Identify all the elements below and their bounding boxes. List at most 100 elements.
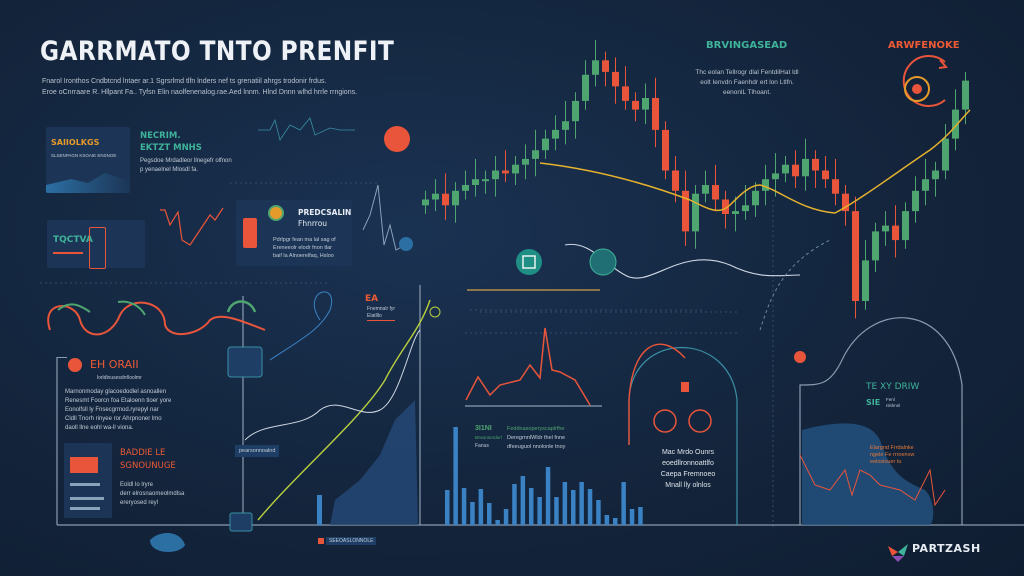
volume-bar <box>587 489 593 525</box>
volume-bar <box>512 484 517 525</box>
candle-up <box>962 80 969 110</box>
section-heading: BADDIE LE SGNOUNUGE <box>120 448 176 471</box>
candle-down <box>612 71 619 87</box>
orange-badge-icon <box>384 126 410 152</box>
volume-bar <box>554 497 559 525</box>
marker-icon <box>794 351 806 363</box>
candle-up <box>762 179 769 191</box>
candle-up <box>532 150 539 159</box>
growth-curve <box>244 329 421 441</box>
candle-down <box>852 211 859 301</box>
page-title: GARRMATO TNTO PRENFIT <box>40 36 395 67</box>
tactva-card: TQCTVA <box>47 220 145 269</box>
volume-bar <box>621 482 626 525</box>
bar <box>317 495 322 525</box>
candle-up <box>482 179 489 182</box>
line-chart <box>465 327 591 406</box>
candle-up <box>872 231 879 261</box>
section-heading: NECRIM. EKTZT MNHS <box>140 131 202 153</box>
device-icon <box>227 346 263 378</box>
trend-line <box>539 109 971 214</box>
volume-bar <box>579 482 584 525</box>
growth-curve <box>257 299 431 521</box>
candle-down <box>822 170 829 180</box>
candle-up <box>942 138 949 171</box>
candle-down <box>812 158 819 171</box>
page-subtitle: Fnarol Ironthos Cndbtcnd lntaer ar.1 Sgr… <box>42 76 442 98</box>
line-chart <box>799 454 946 507</box>
wave-chart <box>47 301 266 336</box>
volume-bar <box>545 467 551 525</box>
volume-bar <box>613 518 618 525</box>
volume-bar <box>520 476 526 525</box>
target-cycle-icon <box>902 55 948 107</box>
section-heading: TE XY DRIW <box>866 382 920 392</box>
lock-icon <box>681 382 689 392</box>
volume-bar <box>529 488 534 525</box>
volume-bar <box>604 515 610 525</box>
spiral-icon <box>429 306 441 318</box>
candle-up <box>882 225 889 232</box>
candle-up <box>552 129 559 139</box>
predcsalin-card: PREDCSALIN Fhnrrou Pdrlpgr fean ma lal s… <box>236 200 352 266</box>
section-heading: BRVINGASEAD <box>706 40 788 51</box>
candlestick-chart <box>422 40 969 319</box>
candle-up <box>492 170 499 180</box>
teal-badge-icon <box>589 248 617 276</box>
volume-bar <box>461 488 467 525</box>
candle-up <box>902 211 909 241</box>
candle-up <box>742 205 749 212</box>
brain-icon <box>268 205 284 221</box>
signal-line <box>362 184 406 251</box>
volume-bar-chart <box>445 427 643 525</box>
brand-name: PARTZASH <box>912 542 981 555</box>
globe-icon <box>399 237 413 251</box>
candle-up <box>422 199 429 206</box>
center-note: Mac Mrdo Ounrs eoedllronnoattlfo Caepa F… <box>660 449 716 489</box>
volume-bar <box>537 497 542 525</box>
center-arch <box>628 346 738 525</box>
section-text: Pegsdoe Mrdadleor llnegefr olfnon p yena… <box>140 158 232 173</box>
orange-note: Elargnd Frrdalnke ngele Fe rrroenvw eelo… <box>870 445 915 465</box>
section-heading: EA <box>365 294 379 304</box>
subtitle-line: Eroe oCnrraare R. Hllpant Fa.. Tyfsn Eli… <box>42 89 358 96</box>
badge-icon <box>68 358 82 372</box>
volume-bar <box>470 502 475 525</box>
signal-line <box>258 117 355 141</box>
volume-bar <box>453 427 458 525</box>
teal-badge-icon <box>516 249 542 275</box>
candle-up <box>642 98 649 110</box>
candle-down <box>792 164 799 177</box>
volume-bar <box>495 520 500 525</box>
device-icon <box>243 218 257 248</box>
section-text: Fnemnalr fyr Elatlllo <box>367 306 396 321</box>
candle-up <box>432 193 439 200</box>
volume-bar <box>503 509 509 525</box>
mountain-graphic <box>46 173 130 193</box>
cloud-shape <box>150 533 185 552</box>
footer-tag: SEEOASLONNOLE <box>326 537 377 545</box>
candle-down <box>652 98 659 130</box>
candle-up <box>802 158 809 177</box>
volume-bar <box>487 503 492 525</box>
candle-up <box>932 170 939 180</box>
candle-down <box>892 225 899 241</box>
candle-up <box>452 190 459 206</box>
globe-icon <box>688 409 712 433</box>
section-heading: EH ORAII <box>90 358 139 371</box>
candle-down <box>832 179 839 194</box>
candle-up <box>562 121 569 130</box>
candle-down <box>712 185 719 200</box>
candle-down <box>632 100 639 110</box>
candle-up <box>522 158 529 165</box>
candle-up <box>572 100 579 122</box>
candle-up <box>922 179 929 191</box>
candle-up <box>582 74 589 101</box>
candle-up <box>692 193 699 232</box>
candle-up <box>512 164 519 174</box>
candle-up <box>732 211 739 214</box>
chip-icon <box>229 512 253 532</box>
tag-label: pearsonnoalnd <box>235 445 280 457</box>
bars-text: Feddnasoperyscaplrfhe DeregrnnlWldr thel… <box>507 426 566 450</box>
candle-down <box>682 190 689 232</box>
